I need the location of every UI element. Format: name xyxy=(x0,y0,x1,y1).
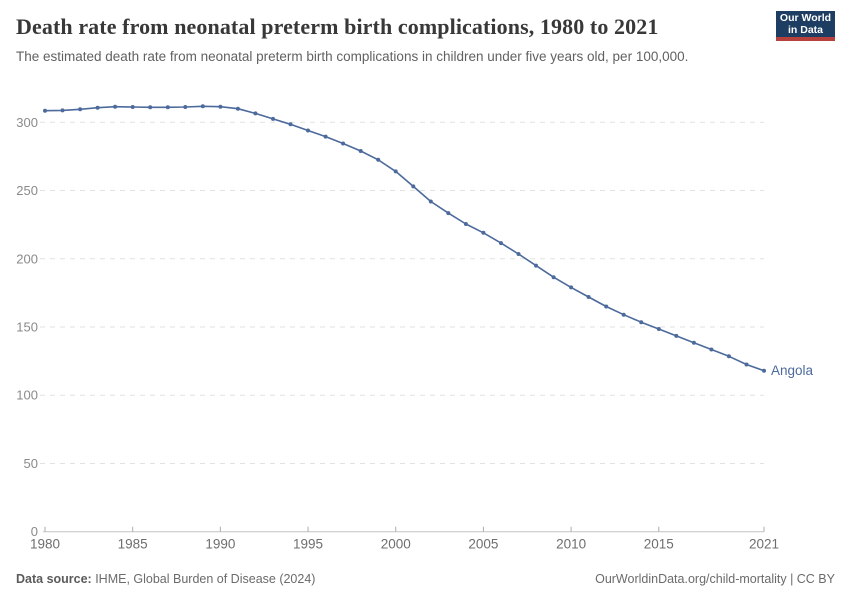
data-point[interactable] xyxy=(411,184,416,189)
y-axis-tick-label: 250 xyxy=(16,183,38,198)
data-point[interactable] xyxy=(709,347,714,352)
chart-footer: Data source: IHME, Global Burden of Dise… xyxy=(16,572,835,586)
y-axis-tick-label: 150 xyxy=(16,319,38,334)
x-axis-tick-label: 2000 xyxy=(381,537,411,552)
entity-label[interactable]: Angola xyxy=(771,363,814,378)
data-point[interactable] xyxy=(43,108,47,113)
y-axis-tick-label: 200 xyxy=(16,251,38,266)
data-point[interactable] xyxy=(726,354,731,359)
x-axis-tick-label: 1990 xyxy=(205,537,235,552)
data-point[interactable] xyxy=(639,320,644,325)
owid-logo-line1: Our World xyxy=(779,11,832,24)
data-point[interactable] xyxy=(481,230,486,235)
x-axis-tick-label: 1980 xyxy=(30,537,60,552)
data-point[interactable] xyxy=(218,104,223,109)
data-point[interactable] xyxy=(113,104,118,109)
data-point[interactable] xyxy=(323,134,328,139)
data-point[interactable] xyxy=(78,107,83,112)
y-axis-tick-label: 0 xyxy=(31,524,38,539)
data-point[interactable] xyxy=(95,105,100,110)
data-point[interactable] xyxy=(656,327,661,331)
data-point[interactable] xyxy=(499,241,503,246)
data-point[interactable] xyxy=(428,199,433,204)
owid-logo-line2: in Data xyxy=(787,24,823,36)
data-point[interactable] xyxy=(516,252,521,256)
data-point[interactable] xyxy=(744,362,749,367)
data-point[interactable] xyxy=(586,295,591,299)
data-point[interactable] xyxy=(60,108,65,113)
data-point[interactable] xyxy=(165,105,170,110)
y-axis-tick-label: 100 xyxy=(16,388,38,403)
data-point[interactable] xyxy=(183,105,188,109)
data-point[interactable] xyxy=(463,222,468,226)
data-source: Data source: IHME, Global Burden of Dise… xyxy=(16,572,315,586)
data-point[interactable] xyxy=(691,340,696,345)
data-point[interactable] xyxy=(534,263,538,268)
x-axis-tick-label: 1995 xyxy=(293,537,323,552)
x-axis-tick-label: 2021 xyxy=(749,537,779,552)
data-point[interactable] xyxy=(341,141,346,146)
x-axis-tick-label: 1985 xyxy=(118,537,148,552)
data-point[interactable] xyxy=(200,104,205,109)
data-point[interactable] xyxy=(621,312,626,317)
data-point[interactable] xyxy=(253,111,258,116)
chart-subtitle: The estimated death rate from neonatal p… xyxy=(16,49,689,65)
y-axis-tick-label: 50 xyxy=(24,456,38,471)
data-point[interactable] xyxy=(271,116,275,121)
data-point[interactable] xyxy=(551,275,556,280)
data-point[interactable] xyxy=(569,285,574,290)
data-point[interactable] xyxy=(376,157,381,162)
x-axis-tick-label: 2010 xyxy=(556,537,586,552)
data-point[interactable] xyxy=(148,105,153,110)
data-point[interactable] xyxy=(393,169,398,174)
data-point[interactable] xyxy=(604,304,609,309)
x-axis-tick-label: 2005 xyxy=(468,537,498,552)
data-point[interactable] xyxy=(358,149,363,153)
data-source-label: Data source: xyxy=(16,572,92,586)
owid-logo[interactable]: Our World in Data xyxy=(776,11,835,41)
data-point[interactable] xyxy=(288,122,293,127)
y-axis-tick-label: 300 xyxy=(16,115,38,130)
owid-license-link[interactable]: OurWorldinData.org/child-mortality | CC … xyxy=(595,572,835,586)
data-source-text: IHME, Global Burden of Disease (2024) xyxy=(91,572,316,586)
data-point[interactable] xyxy=(674,333,679,338)
page-title: Death rate from neonatal preterm birth c… xyxy=(16,14,659,39)
data-point[interactable] xyxy=(762,368,766,373)
data-point[interactable] xyxy=(306,128,310,133)
data-point[interactable] xyxy=(235,106,240,111)
x-axis-tick-label: 2015 xyxy=(644,537,674,552)
series-line-angola[interactable] xyxy=(44,105,765,372)
chart-header: Death rate from neonatal preterm birth c… xyxy=(16,14,766,68)
data-point[interactable] xyxy=(446,211,451,216)
data-point[interactable] xyxy=(130,105,135,109)
